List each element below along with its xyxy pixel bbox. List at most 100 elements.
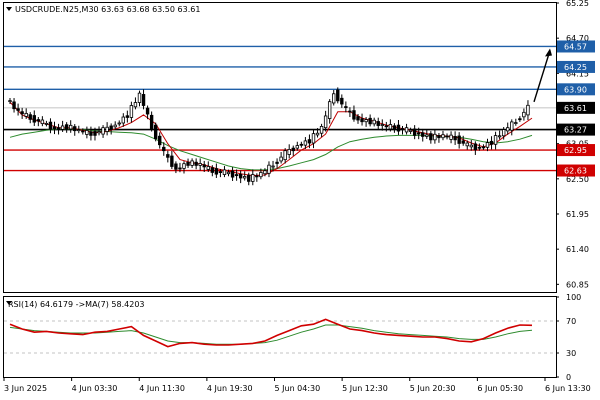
candle-body (291, 147, 295, 152)
candle-body (510, 121, 514, 131)
candle-body (356, 116, 360, 121)
current-price-label: 63.61 (564, 104, 587, 113)
candle-body (429, 133, 433, 141)
level-tag (557, 40, 595, 53)
level-tag-label: 64.25 (564, 63, 587, 72)
candle-body (453, 136, 457, 141)
candle-body (518, 118, 522, 121)
time-axis-ticks: 3 Jun 2025 4 Jun 03:30 4 Jun 11:30 4 Jun 19… (3, 377, 591, 393)
candle-body (210, 167, 215, 173)
level-tag-label: 63.27 (564, 126, 587, 135)
candle-body (52, 126, 57, 130)
level-tag (557, 164, 595, 177)
candle-body (8, 100, 12, 103)
candle-body (501, 129, 506, 137)
candle-body (469, 144, 474, 148)
candle-body (526, 104, 530, 116)
time-tick-label: 6 Jun 05:30 (477, 384, 523, 393)
candle-body (327, 101, 332, 119)
candle-body (133, 102, 138, 108)
candle-body (267, 164, 271, 174)
time-tick-label: 6 Jun 13:30 (545, 384, 591, 393)
candle-body (93, 131, 97, 136)
time-tick-label: 3 Jun 2025 (4, 384, 47, 393)
candle-body (77, 129, 81, 132)
candle-body (368, 117, 372, 125)
time-tick-label: 5 Jun 04:30 (275, 384, 321, 393)
candle-body (36, 119, 41, 122)
candle-body (194, 161, 198, 166)
candle-body (396, 124, 401, 132)
forecast-arrow (533, 48, 552, 103)
candle-body (481, 146, 486, 149)
rsi-panel-frame (3, 296, 557, 378)
candle-body (315, 132, 320, 136)
candle-body (352, 110, 356, 120)
rsi-tick-label: 0 (566, 373, 571, 382)
candle-body (56, 127, 61, 130)
candle-body (497, 135, 502, 138)
candle-body (340, 97, 344, 105)
candle-body (336, 89, 340, 102)
level-lines (4, 45, 556, 172)
candle-body (73, 126, 77, 132)
candle-body (178, 167, 182, 170)
candle-body (97, 131, 101, 134)
candle-body (24, 112, 28, 117)
current-price-tag (557, 101, 595, 114)
level-tag-label: 62.95 (564, 146, 587, 155)
candle-body (198, 163, 202, 166)
level-tag-label: 64.57 (564, 42, 587, 51)
candle-body (101, 127, 105, 135)
candle-body (16, 108, 20, 111)
candle-body (89, 131, 93, 136)
candle-body (441, 134, 445, 139)
candle-body (408, 129, 413, 132)
time-tick-label: 4 Jun 03:30 (72, 384, 118, 393)
candle-body (295, 145, 300, 149)
candle-body (121, 116, 126, 124)
rsi-lines (4, 318, 556, 354)
candle-body (170, 155, 174, 167)
rsi-dropdown-triangle-icon[interactable] (6, 301, 12, 305)
level-tag (557, 60, 595, 73)
candle-body (412, 128, 417, 136)
candle-body (162, 146, 166, 152)
price-tick-label: 61.95 (566, 210, 589, 219)
candle-body (158, 135, 162, 146)
candle-body (44, 123, 49, 125)
level-tag (557, 144, 595, 157)
dropdown-triangle-icon[interactable] (6, 7, 12, 11)
rsi-ma-line (9, 324, 533, 345)
candle-body (461, 140, 465, 144)
candle-body (28, 114, 32, 120)
candle-body (238, 173, 243, 179)
candle-body (113, 124, 117, 128)
candle-body (376, 121, 380, 126)
price-tick-label: 64.15 (566, 69, 589, 78)
candle-body (493, 135, 498, 145)
candle-body (465, 142, 469, 147)
ma-slow-line (9, 128, 533, 171)
candle-body (259, 172, 263, 178)
candle-body (344, 106, 348, 108)
candle-body (202, 164, 206, 168)
price-panel-frame (3, 2, 557, 293)
candle-body (287, 149, 291, 155)
candle-body (380, 124, 384, 126)
candle-body (263, 170, 267, 175)
candle-body (514, 122, 518, 124)
candle-body (149, 114, 154, 130)
candle-body (222, 169, 227, 175)
candle-body (125, 115, 130, 118)
candle-body (522, 111, 526, 118)
level-tags: 64.57 64.25 63.90 63.27 62.95 62.63 63.61 (557, 40, 595, 177)
candle-body (174, 163, 178, 170)
candle-body (81, 130, 85, 133)
time-tick-label: 5 Jun 20:30 (410, 384, 456, 393)
candle-body (384, 125, 389, 128)
candle-body (12, 101, 16, 110)
candle-body (279, 156, 283, 162)
rsi-header: RSI(14) 64.6179 ->MA(7) 58.4203 (8, 300, 145, 309)
